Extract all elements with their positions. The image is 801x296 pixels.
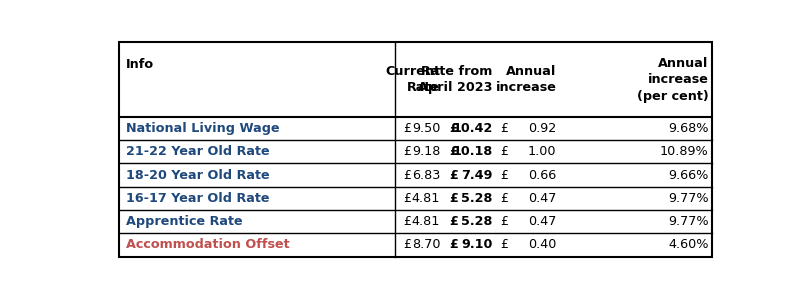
Text: 8.70: 8.70 (412, 239, 441, 252)
Text: 10.18: 10.18 (453, 145, 493, 158)
Text: £: £ (501, 122, 509, 135)
Text: Current
Rate: Current Rate (385, 65, 441, 94)
Text: £: £ (403, 192, 411, 205)
Text: £: £ (501, 169, 509, 182)
Text: 10.89%: 10.89% (660, 145, 708, 158)
Text: 9.77%: 9.77% (668, 192, 708, 205)
Text: Rate from
April 2023: Rate from April 2023 (418, 65, 493, 94)
Text: £: £ (449, 169, 457, 182)
Text: £: £ (449, 192, 457, 205)
Text: 6.83: 6.83 (412, 169, 441, 182)
Text: 18-20 Year Old Rate: 18-20 Year Old Rate (127, 169, 270, 182)
Text: 9.18: 9.18 (412, 145, 441, 158)
Text: 0.66: 0.66 (528, 169, 557, 182)
Text: 5.28: 5.28 (461, 192, 493, 205)
Text: £: £ (403, 145, 411, 158)
Text: £: £ (449, 145, 457, 158)
Text: 1.00: 1.00 (528, 145, 557, 158)
Text: £: £ (403, 169, 411, 182)
Text: £: £ (501, 215, 509, 228)
Text: 9.68%: 9.68% (668, 122, 708, 135)
Text: Annual
increase: Annual increase (496, 65, 557, 94)
Text: £: £ (449, 215, 457, 228)
Text: £: £ (403, 239, 411, 252)
Text: National Living Wage: National Living Wage (127, 122, 280, 135)
Text: 0.47: 0.47 (528, 215, 557, 228)
Text: Accommodation Offset: Accommodation Offset (127, 239, 290, 252)
Text: 7.49: 7.49 (461, 169, 493, 182)
Text: Apprentice Rate: Apprentice Rate (127, 215, 243, 228)
Text: 4.60%: 4.60% (668, 239, 708, 252)
Text: £: £ (501, 145, 509, 158)
Text: £: £ (449, 122, 457, 135)
Text: 9.50: 9.50 (412, 122, 441, 135)
Text: £: £ (501, 192, 509, 205)
Text: £: £ (449, 239, 457, 252)
Text: £: £ (403, 122, 411, 135)
Text: 9.66%: 9.66% (668, 169, 708, 182)
Text: 4.81: 4.81 (412, 215, 441, 228)
Text: £: £ (403, 215, 411, 228)
Text: Info: Info (127, 58, 155, 71)
Text: 0.40: 0.40 (528, 239, 557, 252)
Text: £: £ (501, 239, 509, 252)
Text: Annual
increase
(per cent): Annual increase (per cent) (637, 57, 708, 103)
Text: 10.42: 10.42 (452, 122, 493, 135)
Text: 16-17 Year Old Rate: 16-17 Year Old Rate (127, 192, 270, 205)
Text: 0.47: 0.47 (528, 192, 557, 205)
Text: 9.10: 9.10 (461, 239, 493, 252)
Text: 0.92: 0.92 (528, 122, 557, 135)
Text: 4.81: 4.81 (412, 192, 441, 205)
Text: 21-22 Year Old Rate: 21-22 Year Old Rate (127, 145, 270, 158)
Text: 9.77%: 9.77% (668, 215, 708, 228)
Text: 5.28: 5.28 (461, 215, 493, 228)
